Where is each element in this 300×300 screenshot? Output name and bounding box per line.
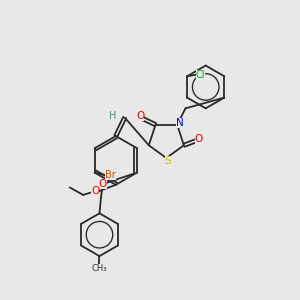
Text: O: O [136, 111, 144, 122]
Text: O: O [98, 179, 106, 189]
Text: H: H [109, 111, 116, 121]
Text: Cl: Cl [196, 70, 205, 80]
Text: O: O [91, 186, 99, 196]
Text: N: N [176, 118, 183, 128]
Text: CH₃: CH₃ [92, 264, 107, 273]
Text: Br: Br [105, 170, 116, 180]
Text: O: O [195, 134, 203, 144]
Text: S: S [164, 156, 171, 166]
